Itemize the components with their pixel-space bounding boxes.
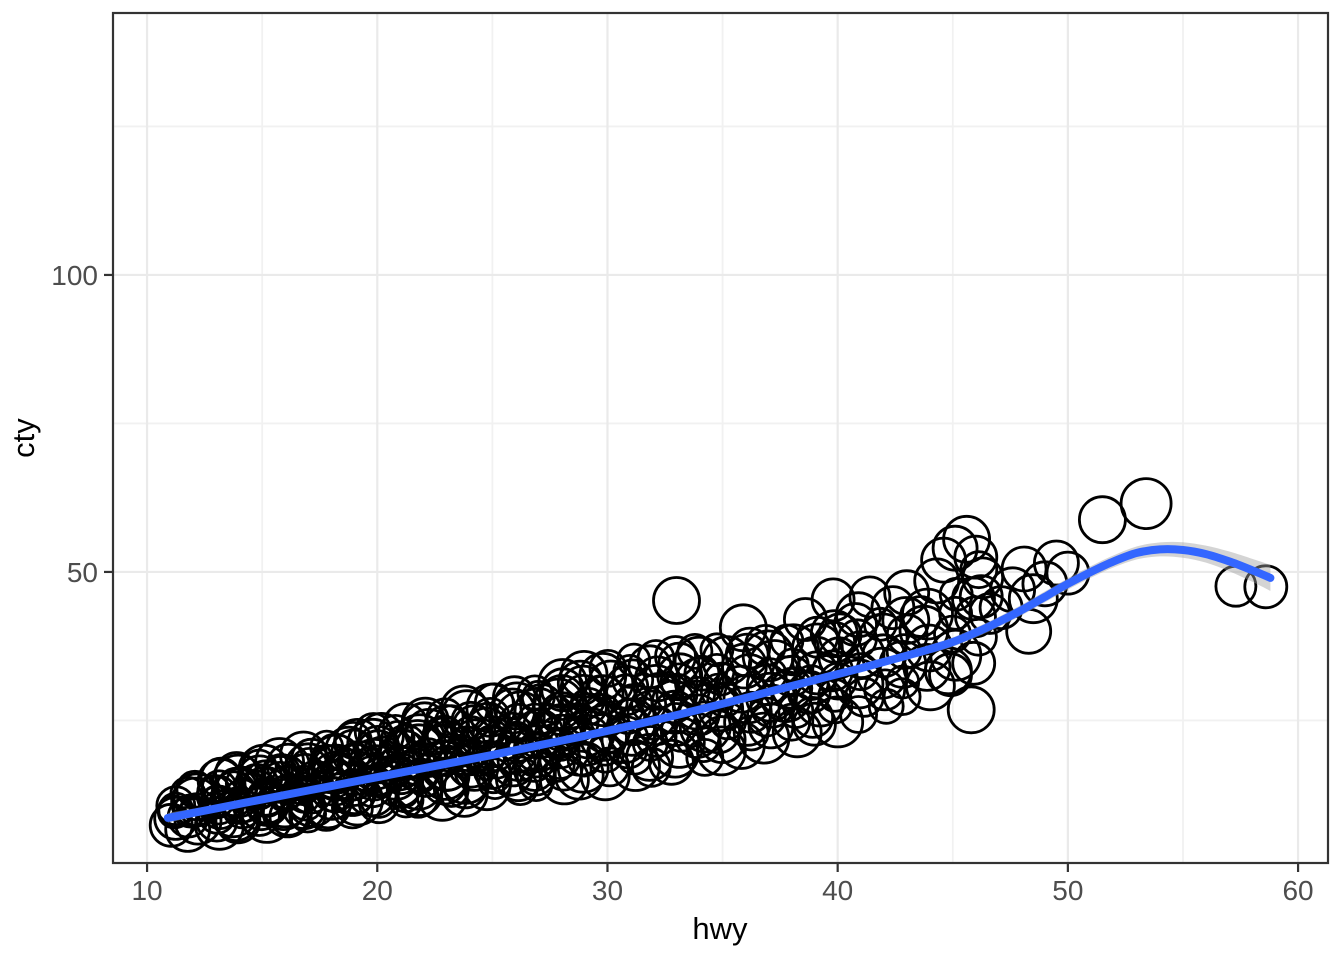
- data-point: [848, 575, 892, 619]
- data-point: [870, 585, 916, 630]
- data-point: [1033, 539, 1080, 587]
- y-axis-tick-labels: 50 100: [51, 260, 98, 588]
- data-point: [902, 643, 952, 692]
- y-axis-ticks: [104, 273, 113, 574]
- data-point: [951, 640, 997, 686]
- data-point: [556, 740, 610, 794]
- data-point: [928, 652, 973, 698]
- data-point: [1119, 477, 1173, 531]
- data-point: [425, 697, 465, 737]
- data-point: [625, 733, 674, 782]
- data-point: [810, 577, 856, 623]
- data-point: [696, 725, 747, 777]
- data-point: [833, 658, 885, 710]
- data-point: [883, 569, 931, 617]
- data-point: [839, 695, 878, 734]
- gridlines-major: [113, 13, 1328, 863]
- loess-smooth-line: [163, 545, 1275, 822]
- data-point: [553, 749, 605, 801]
- data-point: [652, 576, 701, 625]
- data-point: [817, 612, 863, 658]
- x-tick-label: 10: [131, 875, 162, 906]
- data-point: [610, 741, 661, 792]
- data-point: [616, 642, 652, 678]
- data-point: [931, 524, 979, 572]
- x-axis-ticks: [145, 863, 1300, 872]
- data-point: [833, 602, 878, 647]
- data-point: [1007, 573, 1059, 625]
- x-axis-tick-labels: 10 20 30 40 50 60: [131, 875, 1313, 906]
- y-axis-title: cty: [6, 418, 41, 458]
- x-tick-label: 40: [822, 875, 853, 906]
- data-point: [718, 603, 768, 653]
- x-tick-label: 60: [1282, 875, 1313, 906]
- x-tick-label: 50: [1052, 875, 1083, 906]
- data-point: [583, 674, 625, 716]
- x-tick-label: 20: [362, 875, 393, 906]
- data-point: [164, 806, 212, 853]
- x-tick-label: 30: [592, 875, 623, 906]
- data-point: [556, 659, 604, 707]
- data-point: [951, 576, 996, 622]
- data-point: [882, 677, 922, 716]
- data-point: [791, 696, 835, 739]
- data-point: [439, 769, 489, 818]
- data-point: [676, 633, 714, 670]
- data-point: [1243, 564, 1289, 610]
- data-point: [809, 609, 859, 659]
- scatter-points: [148, 477, 1289, 853]
- y-tick-label: 100: [51, 260, 98, 291]
- panel-border: [111, 11, 1330, 865]
- data-point: [942, 514, 991, 564]
- data-point: [946, 685, 996, 735]
- y-tick-label: 50: [67, 557, 98, 588]
- data-point: [254, 737, 306, 788]
- data-point: [578, 651, 628, 701]
- data-point: [587, 659, 635, 707]
- x-axis-title: hwy: [692, 911, 748, 946]
